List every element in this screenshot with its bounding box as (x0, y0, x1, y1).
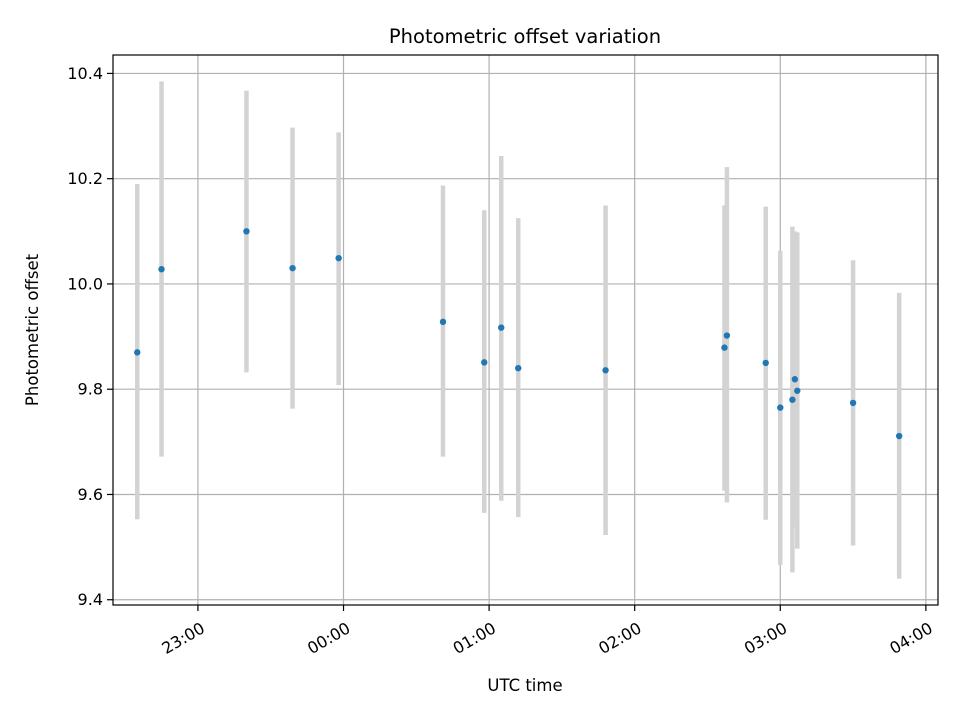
y-tick-label: 10.4 (67, 64, 103, 83)
y-tick-label: 9.4 (78, 590, 103, 609)
data-point (602, 367, 609, 374)
x-axis-title: UTC time (487, 676, 562, 695)
y-tick-label: 9.8 (78, 380, 103, 399)
y-axis-ticks: 9.4 9.6 9.8 10.0 10.2 10.4 (67, 64, 113, 609)
data-point (289, 264, 296, 272)
y-tick-label: 9.6 (78, 485, 103, 504)
data-point (439, 318, 447, 326)
data-point (762, 359, 769, 367)
data-point (895, 432, 903, 440)
chart-title: Photometric offset variation (389, 25, 661, 48)
data-point (243, 228, 250, 235)
data-point (515, 364, 522, 372)
data-point (849, 399, 857, 407)
data-point (721, 344, 728, 351)
data-point (335, 254, 342, 262)
data-point (789, 396, 796, 403)
data-point (481, 359, 488, 366)
y-axis-title: Photometric offset (23, 253, 42, 406)
data-point (794, 387, 801, 394)
data-points (134, 228, 903, 440)
data-point (723, 332, 731, 339)
y-tick-label: 10.2 (67, 169, 103, 188)
data-point (498, 324, 505, 331)
data-point (134, 349, 141, 356)
data-point (777, 404, 784, 411)
plot-frame (112, 54, 939, 606)
data-point (158, 266, 165, 273)
y-tick-label: 10.0 (67, 274, 103, 293)
data-point (791, 376, 799, 383)
